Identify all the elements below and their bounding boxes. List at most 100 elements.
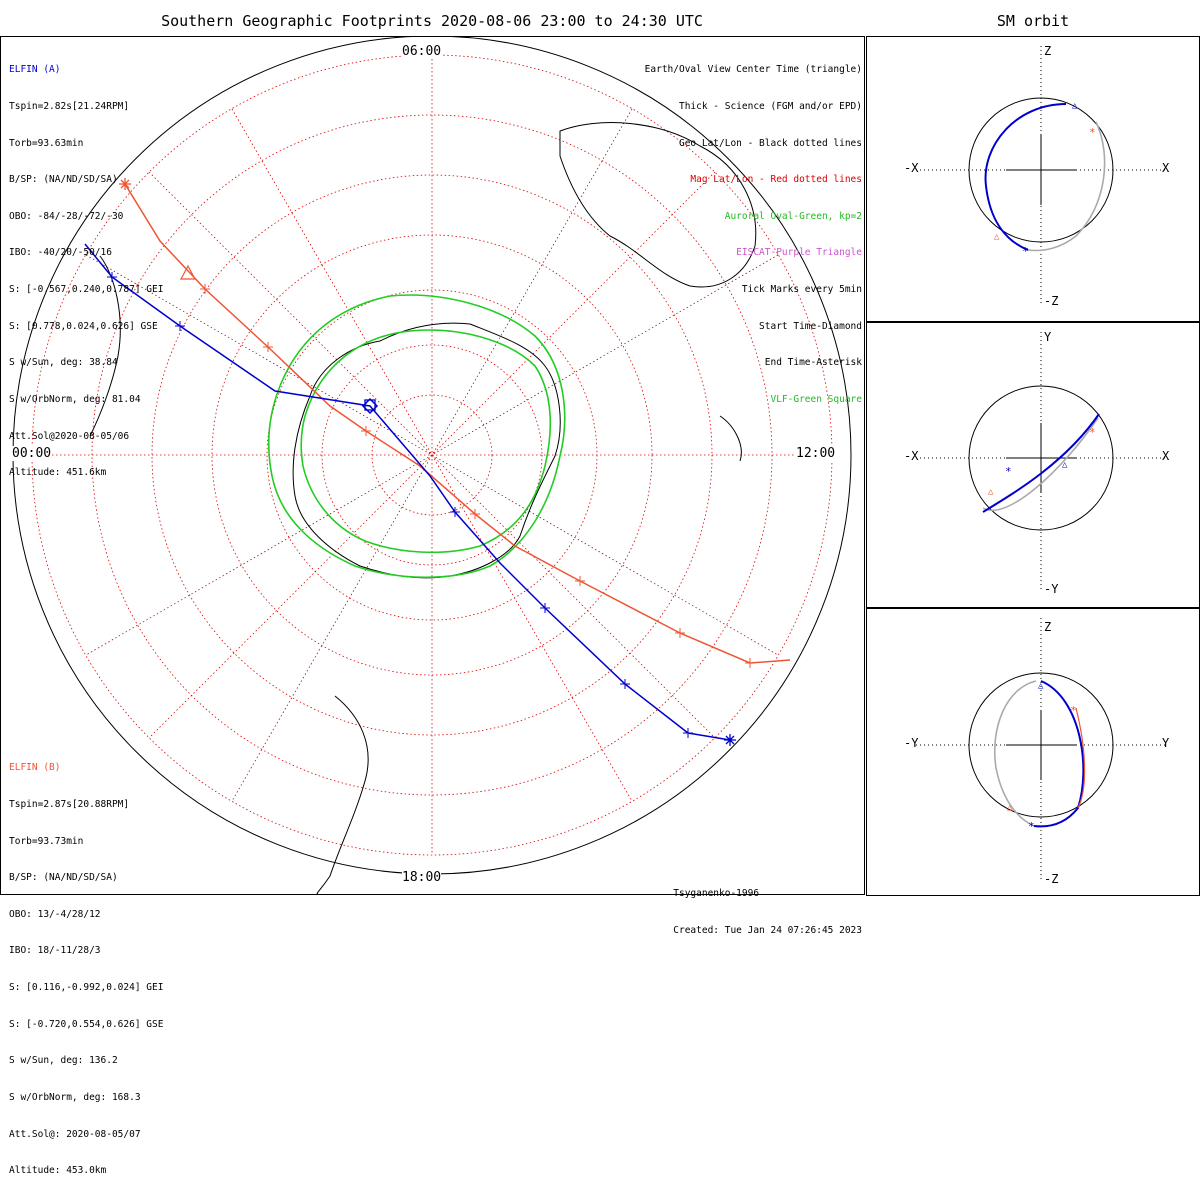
tick-mark [450, 507, 460, 517]
tick-mark [745, 658, 755, 668]
elfin-a-torb: Torb=93.63min [9, 137, 84, 149]
elfin-b-info-block: ELFIN (B) Tspin=2.87s[20.88RPM] Torb=93.… [9, 738, 163, 1202]
south-america-coastline [316, 695, 369, 895]
orbit-panel-yz: △ * △ * Z -Z -Y Y [866, 608, 1200, 896]
elfin-b-att-sol: Att.Sol@: 2020-08-05/07 [9, 1128, 141, 1140]
elfin-a-footprint-track [84, 243, 736, 746]
auroral-ovals [267, 294, 566, 579]
elfin-a-bsp: B/SP: (NA/ND/SD/SA) [9, 174, 118, 186]
axis-label-left: -X [904, 449, 919, 463]
orbit-panel-xy: △ * △ * Y -Y -X X [866, 322, 1200, 608]
legend-thick-science: Thick - Science (FGM and/or EPD) [678, 101, 862, 113]
svg-text:*: * [1089, 426, 1096, 439]
orbit-panel-xz: △ * * △ Z -Z -X X [866, 36, 1200, 322]
elfin-b-torb: Torb=93.73min [9, 835, 84, 847]
elfin-a-spin: Tspin=2.82s[21.24RPM] [9, 101, 130, 113]
tick-mark [470, 509, 480, 519]
elfin-b-s-orbnorm: S w/OrbNorm, deg: 168.3 [9, 1091, 141, 1103]
map-legend: Earth/Oval View Center Time (triangle) T… [645, 40, 862, 431]
tick-mark [361, 426, 371, 436]
elfin-a-obo: OBO: -84/-28/-72/-30 [9, 210, 124, 222]
footprint-map-panel: ELFIN (A) Tspin=2.82s[21.24RPM] Torb=93.… [0, 36, 866, 1176]
elfin-a-name: ELFIN (A) [9, 64, 61, 76]
elfin-a-altitude: Altitude: 451.6km [9, 467, 107, 479]
australia-coastline [559, 122, 757, 288]
hour-label-bottom: 18:00 [402, 870, 442, 885]
orbit-plot-xz: △ * * △ [866, 36, 1200, 322]
axis-label-top: Y [1044, 330, 1052, 344]
elfin-b-bsp: B/SP: (NA/ND/SD/SA) [9, 872, 118, 884]
axis-label-left: -Y [904, 736, 919, 750]
axis-label-left: -X [904, 161, 919, 175]
axis-label-right: X [1162, 449, 1170, 463]
main-title: Southern Geographic Footprints 2020-08-0… [161, 12, 703, 30]
mag-lat-grid [31, 54, 833, 856]
elfin-b-name: ELFIN (B) [9, 762, 61, 774]
svg-text:△: △ [988, 487, 994, 497]
elfin-b-ibo: IBO: 18/-11/28/3 [9, 945, 101, 957]
orbit-plot-xy: △ * △ * [866, 322, 1200, 608]
legend-end-time: End Time-Asterisk [764, 357, 862, 369]
svg-text:△: △ [1038, 681, 1044, 691]
elfin-b-s-gse: S: [-0.720,0.554,0.626] GSE [9, 1018, 164, 1030]
sm-orbit-title: SM orbit [996, 12, 1070, 30]
axis-label-right: Y [1162, 736, 1170, 750]
tick-mark [200, 284, 210, 294]
elfin-a-att-sol: Att.Sol@2020-08-05/06 [9, 430, 130, 442]
elfin-a-info-block: ELFIN (A) Tspin=2.82s[21.24RPM] Torb=93.… [9, 40, 163, 504]
hour-label-right: 12:00 [796, 446, 836, 461]
model-name: Tsyganenko-1996 [673, 888, 760, 900]
created-timestamp: Created: Tue Jan 24 07:26:45 2023 [673, 925, 862, 937]
elfin-b-view-center-triangle [179, 264, 197, 280]
track-line [84, 243, 731, 741]
svg-text:△: △ [994, 232, 1000, 242]
svg-text:*: * [1089, 126, 1096, 139]
tick-mark [620, 679, 630, 689]
tick-mark [540, 603, 550, 613]
coastline-outlines [89, 122, 757, 895]
legend-start-time: Start Time-Diamond [759, 320, 862, 332]
tick-mark [107, 272, 117, 282]
elfin-a-s-sun: S w/Sun, deg: 38.84 [9, 357, 118, 369]
legend-mag-grid: Mag Lat/Lon - Red dotted lines [690, 174, 862, 186]
elfin-b-obo: OBO: 13/-4/28/12 [9, 908, 101, 920]
elfin-b-altitude: Altitude: 453.0km [9, 1165, 107, 1177]
legend-eiscat: EISCAT-Purple Triangle [736, 247, 862, 259]
svg-text:△: △ [1072, 101, 1078, 111]
elfin-b-footprint-track [119, 178, 791, 668]
new-zealand-coastline [719, 415, 742, 462]
legend-view-center: Earth/Oval View Center Time (triangle) [644, 64, 862, 76]
elfin-b-spin: Tspin=2.87s[20.88RPM] [9, 799, 130, 811]
antarctica-coastline [292, 322, 561, 579]
axis-label-bottom: -Z [1044, 294, 1059, 308]
tick-mark [683, 728, 693, 738]
elfin-a-s-gei: S: [-0.567,0.240,0.787] GEI [9, 284, 164, 296]
axis-label-bottom: -Z [1044, 872, 1059, 886]
axis-label-right: X [1162, 161, 1170, 175]
legend-geo-grid: Geo Lat/Lon - Black dotted lines [678, 137, 862, 149]
axis-label-bottom: -Y [1044, 582, 1059, 596]
svg-text:△: △ [1007, 803, 1013, 813]
svg-text:*: * [1005, 465, 1012, 478]
end-asterisk [724, 734, 736, 746]
legend-tick-marks: Tick Marks every 5min [741, 284, 862, 296]
legend-auroral-oval: Auroral Oval-Green, kp=2 [724, 210, 862, 222]
elfin-b-s-sun: S w/Sun, deg: 136.2 [9, 1055, 118, 1067]
auroral-oval-outer [267, 294, 566, 579]
axis-label-top: Z [1044, 44, 1052, 58]
svg-text:*: * [1070, 704, 1077, 717]
elfin-a-s-gse: S: [0.778,0.024,0.626] GSE [9, 320, 158, 332]
svg-text:△: △ [1062, 460, 1068, 470]
hour-label-left: 00:00 [12, 446, 52, 461]
tick-mark [175, 321, 185, 331]
legend-vlf: VLF-Green Square [770, 393, 862, 405]
svg-text:*: * [1022, 245, 1029, 258]
elfin-a-start-box [364, 399, 376, 411]
tick-mark [575, 576, 585, 586]
tick-mark [675, 628, 685, 638]
credits-block: Tsyganenko-1996 Created: Tue Jan 24 07:2… [673, 864, 862, 962]
auroral-oval-inner [300, 329, 552, 554]
orbit-plot-yz: △ * △ * [866, 608, 1200, 896]
tick-mark [263, 342, 273, 352]
end-asterisk [119, 178, 131, 190]
